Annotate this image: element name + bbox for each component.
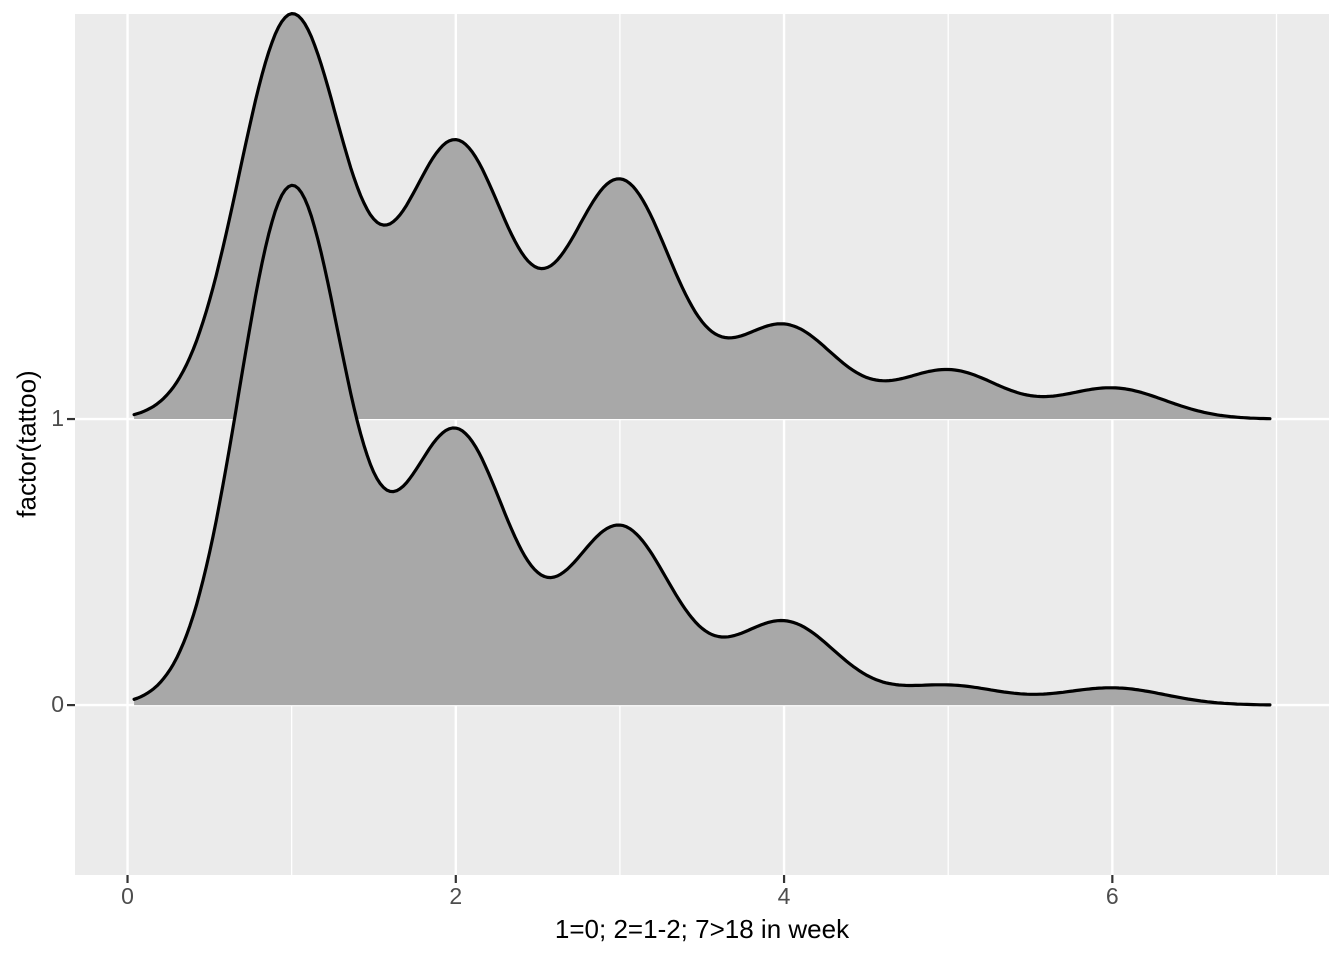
x-tick-label: 0 (121, 883, 134, 909)
y-axis-title: factor(tattoo) (11, 370, 42, 518)
y-tick-label: 1 (51, 405, 64, 432)
density-ridge-line-1 (132, 12, 1272, 421)
x-tick-label: 4 (777, 883, 791, 909)
x-tick-label: 6 (1105, 883, 1119, 909)
x-tick-label: 2 (449, 883, 463, 909)
density-ridge-fill-1 (134, 13, 1270, 419)
density-ridge-fill-0 (134, 185, 1270, 706)
density-ridge-line-0 (132, 183, 1272, 707)
y-tick-label: 0 (51, 691, 64, 718)
x-axis-title: 1=0; 2=1-2; 7>18 in week (554, 914, 850, 944)
